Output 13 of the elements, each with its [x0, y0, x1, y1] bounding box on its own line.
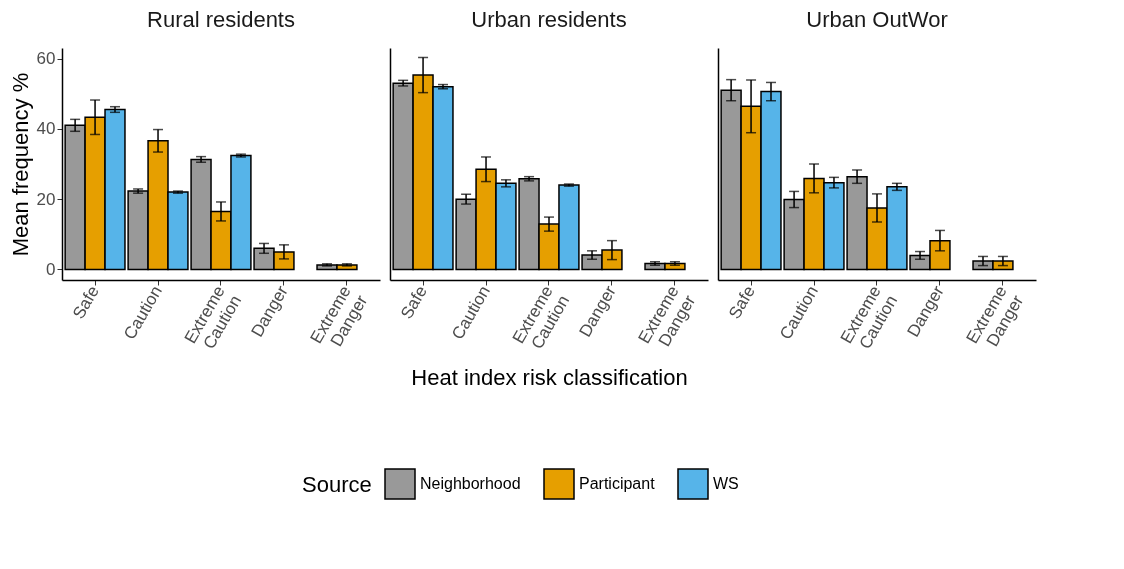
chart-title: Rural residents — [147, 7, 295, 32]
chart-title: Urban OutWor — [806, 7, 948, 32]
y-tick-label: 0 — [46, 259, 56, 279]
chart-title: Urban residents — [471, 7, 627, 32]
y-tick-label: 60 — [36, 49, 56, 69]
y-axis-title: Mean frequency % — [7, 72, 33, 257]
y-tick-label: 40 — [36, 119, 56, 139]
legend-label: Neighborhood — [420, 475, 521, 492]
y-tick-label: 20 — [36, 189, 56, 209]
legend-title: Source — [302, 472, 372, 497]
legend-label: WS — [713, 475, 739, 492]
legend-label: Participant — [579, 475, 656, 492]
x-axis-title: Heat index risk classification — [411, 364, 688, 390]
